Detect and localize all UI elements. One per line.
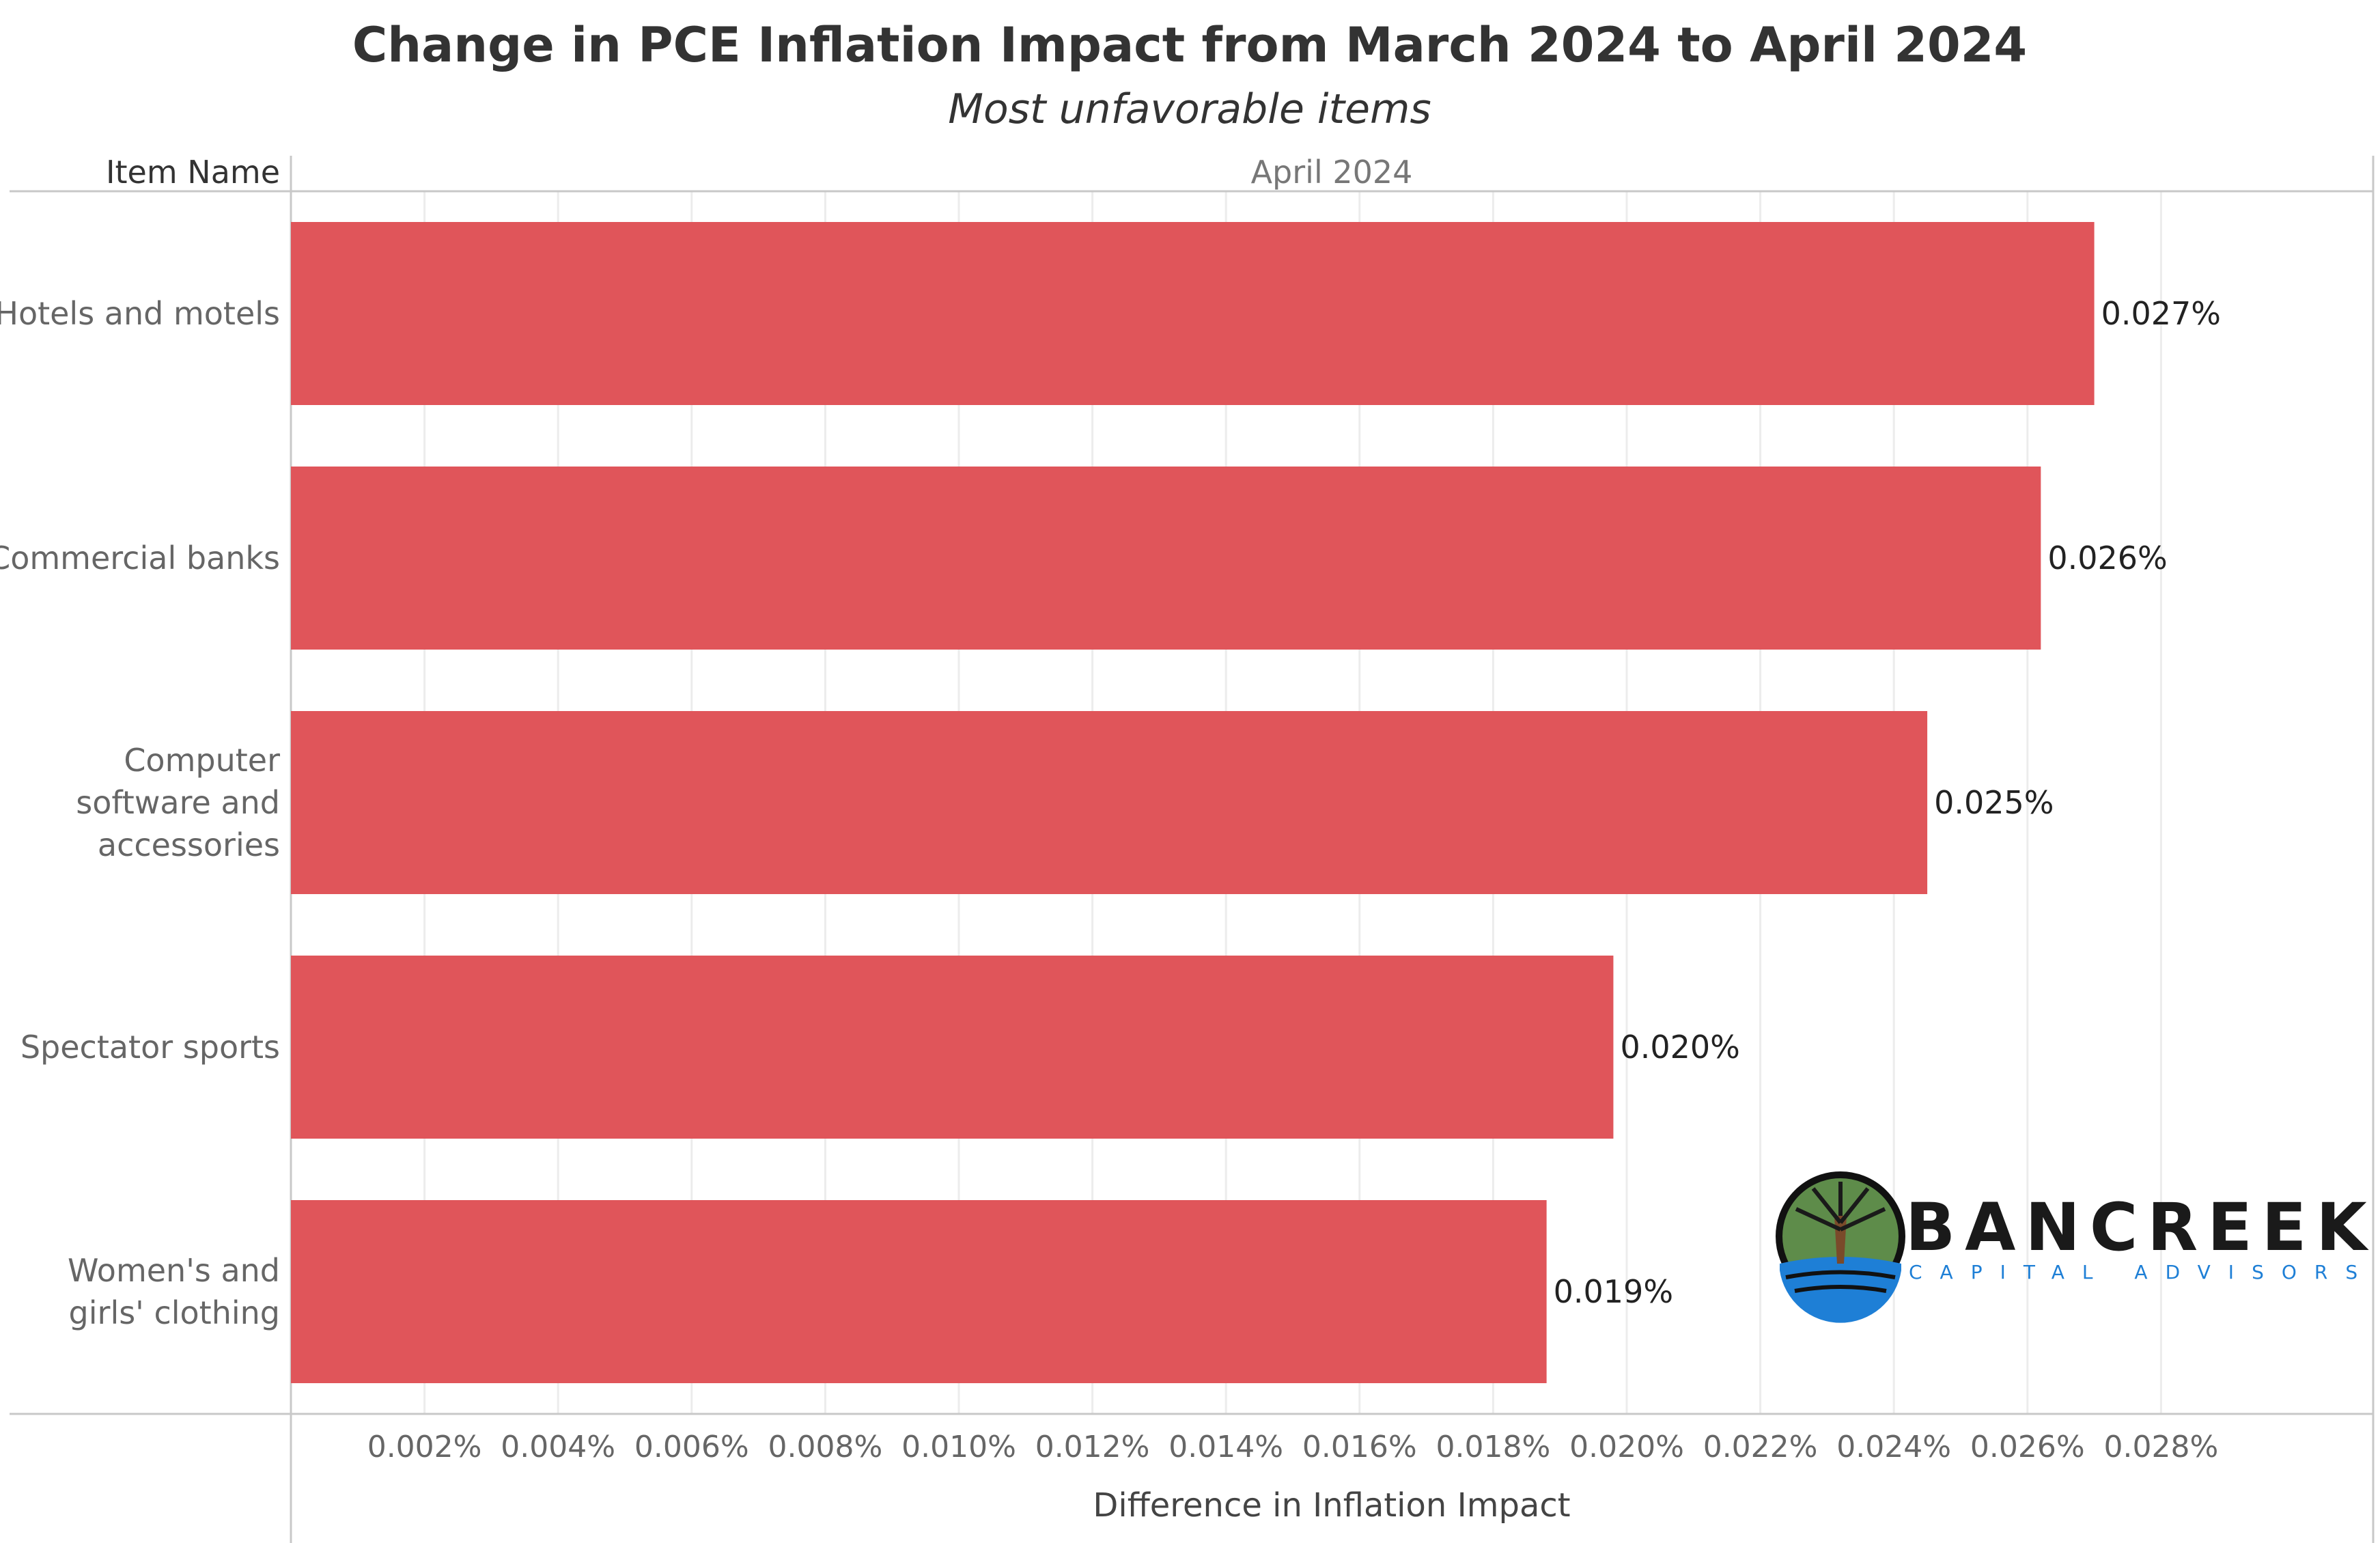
x-tick-label: 0.006% [634,1430,749,1464]
bancreek-logo: BANCREEK CAPITAL ADVISORS [1776,1171,2377,1323]
x-tick-labels: 0.002% 0.004% 0.006% 0.008% 0.010% 0.012% 0.01… [367,1430,2219,1464]
chart-title: Change in PCE Inflation Impact from Marc… [352,17,2027,73]
x-tick-label: 0.024% [1836,1430,1951,1464]
logo-tagline: CAPITAL ADVISORS [1909,1261,2375,1283]
x-tick-label: 0.022% [1703,1430,1818,1464]
x-tick-label: 0.004% [501,1430,615,1464]
bar [291,467,2041,650]
panel-header: April 2024 [1251,154,1413,191]
column-header: Item Name [106,154,280,191]
x-tick-label: 0.028% [2104,1430,2219,1464]
x-tick-label: 0.012% [1035,1430,1150,1464]
tree-logo-icon [1776,1171,1905,1323]
x-tick-label: 0.016% [1302,1430,1417,1464]
x-tick-label: 0.020% [1569,1430,1684,1464]
category-label: Computer software and accessories [76,742,280,863]
bar [291,711,1928,894]
category-label: Spectator sports [20,1029,280,1066]
chart-subtitle: Most unfavorable items [948,85,1431,133]
bar [291,222,2095,405]
x-tick-label: 0.010% [901,1430,1016,1464]
x-axis-label: Difference in Inflation Impact [1093,1486,1570,1525]
bar [291,956,1614,1139]
x-tick-label: 0.026% [1970,1430,2085,1464]
x-tick-label: 0.018% [1436,1430,1551,1464]
data-labels: 0.027% 0.026% 0.025% 0.020% 0.019% [1554,295,2221,1310]
x-tick-label: 0.002% [367,1430,482,1464]
data-label: 0.025% [1934,784,2054,821]
bars [291,222,2095,1383]
category-label: Women's and girls' clothing [68,1252,280,1331]
x-tick-label: 0.014% [1168,1430,1283,1464]
data-label: 0.026% [2047,540,2167,576]
data-label: 0.020% [1620,1029,1739,1066]
data-label: 0.027% [2101,295,2221,332]
category-labels: Hotels and motels Commercial banks Compute… [0,295,280,1331]
bar [291,1200,1547,1383]
category-label: Hotels and motels [0,295,280,332]
x-tick-label: 0.008% [768,1430,883,1464]
category-label: Commercial banks [0,540,280,576]
data-label: 0.019% [1554,1273,1673,1310]
logo-name: BANCREEK [1905,1189,2377,1266]
